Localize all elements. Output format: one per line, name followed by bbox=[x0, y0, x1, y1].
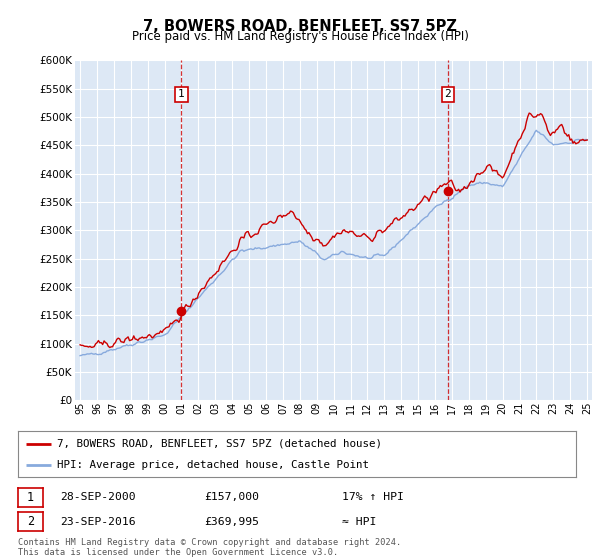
Text: Price paid vs. HM Land Registry's House Price Index (HPI): Price paid vs. HM Land Registry's House … bbox=[131, 30, 469, 43]
Text: 2: 2 bbox=[27, 515, 34, 529]
Text: 1: 1 bbox=[27, 491, 34, 504]
Text: £369,995: £369,995 bbox=[204, 517, 259, 527]
Text: HPI: Average price, detached house, Castle Point: HPI: Average price, detached house, Cast… bbox=[57, 460, 369, 470]
Text: 7, BOWERS ROAD, BENFLEET, SS7 5PZ: 7, BOWERS ROAD, BENFLEET, SS7 5PZ bbox=[143, 19, 457, 34]
Text: 28-SEP-2000: 28-SEP-2000 bbox=[60, 492, 136, 502]
Text: ≈ HPI: ≈ HPI bbox=[342, 517, 376, 527]
Text: 1: 1 bbox=[178, 90, 185, 100]
Text: 2: 2 bbox=[445, 90, 451, 100]
Text: Contains HM Land Registry data © Crown copyright and database right 2024.
This d: Contains HM Land Registry data © Crown c… bbox=[18, 538, 401, 557]
Text: £157,000: £157,000 bbox=[204, 492, 259, 502]
Text: 7, BOWERS ROAD, BENFLEET, SS7 5PZ (detached house): 7, BOWERS ROAD, BENFLEET, SS7 5PZ (detac… bbox=[57, 438, 382, 449]
Text: 17% ↑ HPI: 17% ↑ HPI bbox=[342, 492, 404, 502]
Text: 23-SEP-2016: 23-SEP-2016 bbox=[60, 517, 136, 527]
